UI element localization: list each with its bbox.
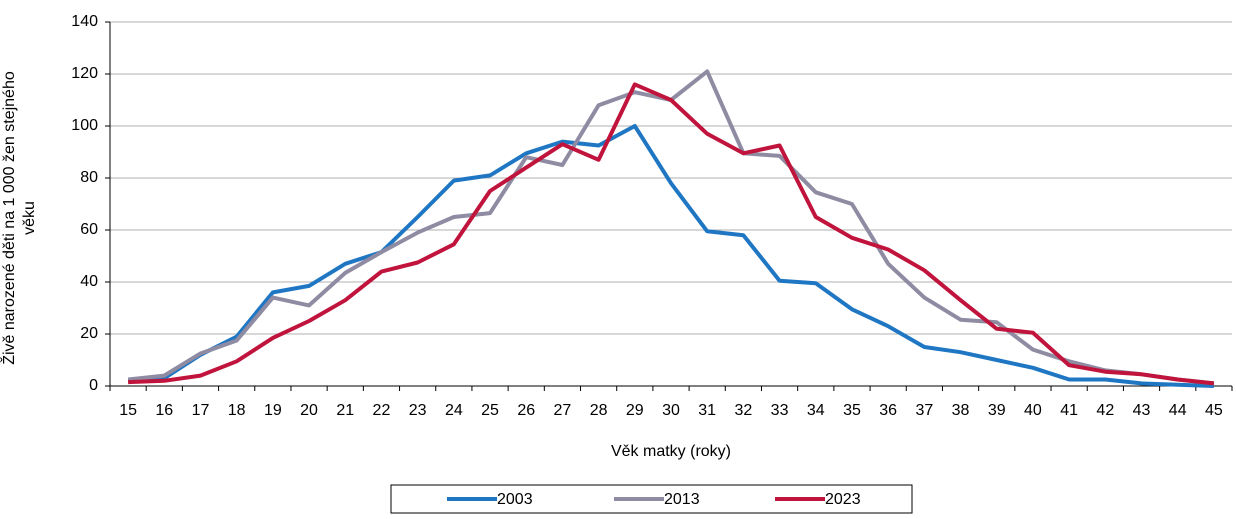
x-axis-label: Věk matky (roky) [611,443,731,460]
x-tick-label: 25 [481,402,499,419]
x-tick-label: 34 [807,402,825,419]
x-tick-label: 43 [1133,402,1151,419]
x-tick-label: 45 [1205,402,1223,419]
x-tick-label: 19 [264,402,282,419]
x-tick-label: 28 [590,402,608,419]
x-tick-label: 42 [1096,402,1114,419]
y-axis-label: Živě narozené děti na 1 000 žen stejného… [1,71,38,365]
x-tick-label: 15 [119,402,137,419]
series-line [127,124,1214,388]
x-tick-label: 30 [662,402,680,419]
x-tick-label: 18 [228,402,246,419]
x-tick-label: 36 [879,402,897,419]
y-tick-label: 80 [80,169,98,186]
x-tick-label: 38 [952,402,970,419]
y-tick-label: 20 [80,325,98,342]
legend-label: 2023 [825,491,861,508]
series-line [128,82,1215,386]
x-tick-label: 22 [373,402,391,419]
legend-label: 2013 [664,491,700,508]
y-tick-label: 0 [89,377,98,394]
x-tick-label: 39 [988,402,1006,419]
y-tick-label: 120 [71,65,98,82]
x-tick-label: 32 [734,402,752,419]
x-tick-label: 29 [626,402,644,419]
x-tick-label: 41 [1060,402,1078,419]
series-line [127,69,1215,386]
x-tick-label: 20 [300,402,318,419]
x-tick-label: 35 [843,402,861,419]
y-tick-label: 60 [80,221,98,238]
x-tick-label: 21 [336,402,354,419]
x-tick-label: 17 [192,402,210,419]
legend-label: 2003 [497,491,533,508]
x-tick-label: 27 [554,402,572,419]
x-tick-label: 33 [771,402,789,419]
y-tick-label: 100 [71,117,98,134]
x-tick-label: 40 [1024,402,1042,419]
x-tick-label: 23 [409,402,427,419]
x-tick-label: 37 [915,402,933,419]
x-tick-label: 26 [517,402,535,419]
y-tick-label: 40 [80,273,98,290]
x-tick-label: 31 [698,402,716,419]
x-tick-label: 24 [445,402,463,419]
x-tick-label: 16 [155,402,173,419]
x-tick-label: 44 [1169,402,1187,419]
y-tick-label: 140 [71,13,98,30]
